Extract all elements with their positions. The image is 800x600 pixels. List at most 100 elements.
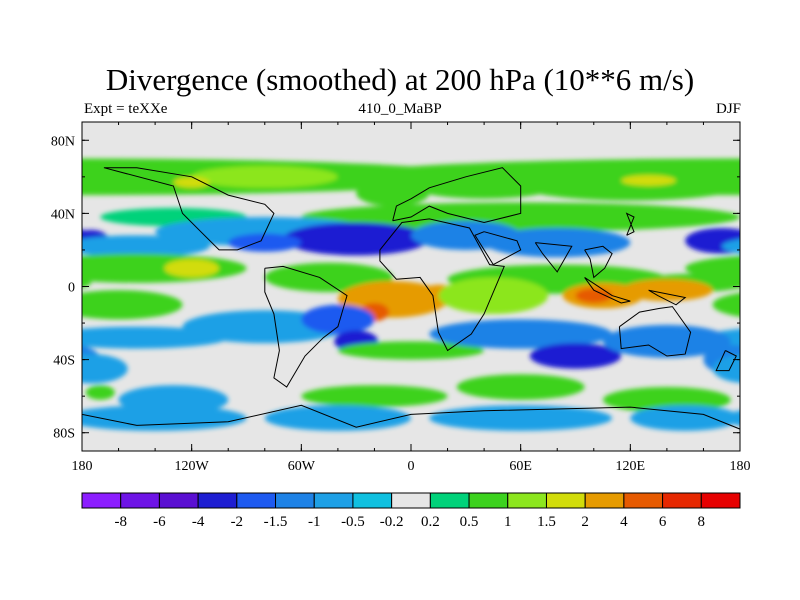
field-patch [712, 354, 740, 383]
field-patch [85, 385, 115, 400]
colorbar-label: 0.5 [460, 514, 479, 530]
y-tick-label: 40S [53, 354, 75, 369]
field-patch [621, 279, 713, 302]
colorbar: -8 -6 -4 -2 -1.5 -1 -0.5 -0.2 0.2 0.5 1 1.5 2 4 6 8 [81, 492, 741, 530]
field-patch [264, 405, 411, 431]
divergence-field [82, 158, 740, 431]
coastline [584, 245, 613, 279]
field-patch [301, 304, 375, 335]
field-patch [301, 385, 448, 408]
y-axis: 80N 40N 0 40S 80S [51, 134, 740, 442]
coastline [618, 306, 692, 357]
field-patch [721, 239, 740, 254]
x-tick-label: 60E [509, 459, 532, 474]
coastline [103, 167, 275, 251]
field-patch [602, 324, 731, 358]
x-tick-label: 180 [72, 459, 93, 474]
y-tick-label: 80N [51, 134, 75, 149]
colorbar-label: -1.5 [264, 514, 288, 530]
field-patch [621, 175, 677, 186]
run-label: 410_0_MaBP [358, 101, 442, 117]
colorbar-box [429, 492, 470, 509]
x-tick-label: 120W [175, 459, 210, 474]
colorbar-label: -2 [231, 514, 244, 530]
colorbar-box [313, 492, 354, 509]
field-patch [429, 405, 613, 431]
colorbar-box [507, 492, 547, 509]
field-patch [438, 277, 549, 314]
field-patch [82, 235, 210, 258]
field-patch [356, 180, 430, 207]
colorbar-box [158, 492, 199, 509]
field-patch [520, 171, 740, 201]
colorbar-box [352, 492, 393, 509]
colorbar-box [468, 492, 509, 509]
x-tick-label: 0 [408, 459, 415, 474]
coastline [715, 350, 737, 372]
coastlines [82, 167, 740, 451]
colorbar-label: 4 [620, 514, 628, 530]
coastline [474, 231, 522, 266]
x-tick-label: 120E [616, 459, 646, 474]
colorbar-label: -0.5 [341, 514, 365, 530]
field-patch [456, 374, 585, 400]
coastline [379, 218, 505, 352]
x-tick-label: 60W [288, 459, 316, 474]
colorbar-label: -0.2 [380, 514, 404, 530]
field-patch [82, 405, 247, 431]
coastline [584, 276, 631, 304]
field-patch [82, 277, 92, 288]
chart-title: Divergence (smoothed) at 200 hPa (10**6 … [105, 62, 695, 97]
colorbar-label: 6 [659, 514, 667, 530]
colorbar-box [275, 492, 315, 509]
coastline [264, 265, 348, 388]
field-patch [575, 288, 613, 303]
field-patch [301, 202, 740, 232]
colorbar-label: -1 [308, 514, 321, 530]
colorbar-label: 1 [504, 514, 512, 530]
x-axis: 180 120W 60W 0 60E 120E 180 [72, 122, 751, 474]
field-patch [82, 354, 128, 384]
colorbar-box [662, 492, 702, 509]
coastline [534, 242, 573, 273]
field-patch [529, 343, 622, 369]
field-patch [337, 341, 485, 360]
colorbar-box [700, 492, 741, 509]
colorbar-label: 2 [581, 514, 589, 530]
season-label: DJF [715, 101, 741, 117]
colorbar-box [623, 492, 664, 509]
field-patch [429, 319, 613, 349]
colorbar-box [236, 492, 277, 509]
colorbar-label: 1.5 [537, 514, 556, 530]
field-patch [228, 233, 302, 252]
colorbar-label: -6 [153, 514, 166, 530]
y-tick-label: 0 [68, 281, 75, 296]
field-patch [173, 176, 210, 188]
y-tick-label: 80S [53, 427, 75, 442]
colorbar-label: 0.2 [421, 514, 440, 530]
colorbar-label: 8 [698, 514, 706, 530]
colorbar-box [197, 492, 238, 509]
x-tick-label: 180 [730, 459, 751, 474]
coastline [648, 289, 687, 306]
coastline [82, 404, 740, 451]
colorbar-label: -4 [192, 514, 205, 530]
field-patch [191, 165, 338, 188]
coastline [625, 212, 635, 236]
colorbar-label: -8 [114, 514, 127, 530]
colorbar-box [120, 492, 160, 509]
field-patch [283, 222, 430, 256]
colorbar-box [584, 492, 625, 509]
y-tick-label: 40N [51, 207, 75, 222]
field-patch [712, 292, 740, 317]
colorbar-box [81, 492, 122, 509]
colorbar-box [391, 492, 431, 509]
colorbar-box [545, 492, 586, 509]
coastline [392, 167, 522, 224]
field-patch [484, 228, 631, 258]
field-patch [630, 405, 740, 431]
field-patch [82, 290, 183, 320]
field-patch [164, 259, 220, 278]
field-patch [685, 228, 740, 254]
